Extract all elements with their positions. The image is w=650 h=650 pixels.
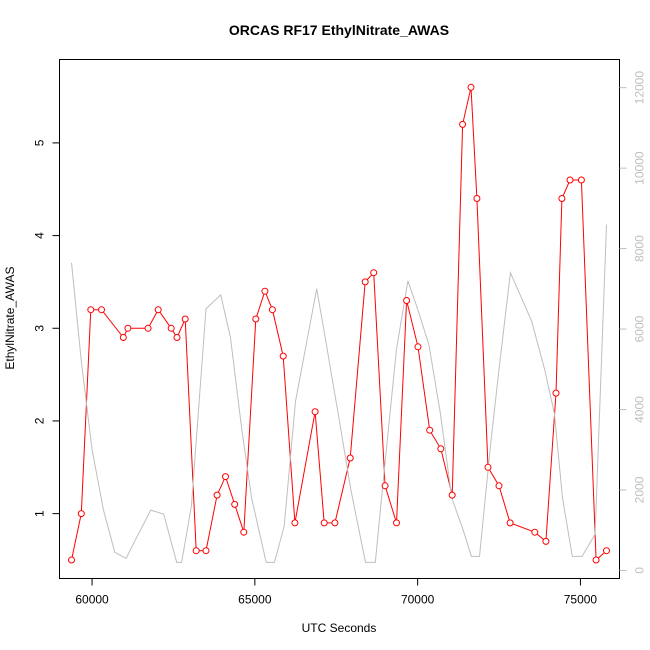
data-point <box>381 482 389 490</box>
data-point <box>119 334 127 341</box>
data-point <box>311 408 319 416</box>
data-point <box>552 389 560 397</box>
primary-series-line <box>71 87 607 562</box>
y2-tick-label: 10000 <box>633 151 647 185</box>
data-point <box>213 491 221 499</box>
data-point <box>531 528 539 536</box>
y2-tick-label: 0 <box>633 567 647 574</box>
x-axis: 60000 65000 70000 75000 <box>75 578 598 607</box>
data-point <box>403 297 411 304</box>
data-point <box>77 510 85 518</box>
data-point <box>459 120 467 128</box>
data-point <box>181 315 189 323</box>
data-point <box>68 556 75 564</box>
data-point <box>291 519 299 527</box>
data-point <box>124 324 132 332</box>
data-point <box>603 547 610 555</box>
data-point <box>437 445 445 453</box>
data-point <box>268 306 276 314</box>
data-point <box>279 352 287 360</box>
data-point <box>231 500 239 508</box>
x-tick-label: 65000 <box>238 593 272 607</box>
y-tick-label: 2 <box>33 417 47 424</box>
series-layer <box>68 83 610 564</box>
data-point <box>542 537 550 545</box>
data-point <box>448 491 456 499</box>
y2-tick-label: 2000 <box>633 476 647 503</box>
data-point <box>414 343 422 351</box>
x-tick-label: 70000 <box>401 593 435 607</box>
data-point <box>320 519 328 527</box>
y-tick-label: 1 <box>33 510 47 517</box>
x-tick-label: 60000 <box>75 593 109 607</box>
data-point <box>558 195 566 202</box>
data-point <box>222 473 229 481</box>
data-point <box>192 547 200 555</box>
chart-title: ORCAS RF17 EthylNitrate_AWAS <box>229 22 449 38</box>
data-point <box>154 306 162 314</box>
y-tick-label: 4 <box>33 232 47 239</box>
data-point <box>370 269 378 277</box>
data-point <box>393 519 400 527</box>
y2-tick-label: 6000 <box>633 315 647 342</box>
data-point <box>346 454 354 462</box>
data-point <box>506 519 514 527</box>
y-axis-label: EthylNitrate_AWAS <box>3 266 17 369</box>
y2-tick-label: 8000 <box>633 235 647 262</box>
y2-tick-label: 12000 <box>633 71 647 105</box>
data-point <box>473 195 481 202</box>
y-axis-right: 0 2000 4000 6000 8000 10000 12000 <box>619 71 647 574</box>
data-point <box>144 324 152 332</box>
data-point <box>331 519 339 527</box>
data-point <box>261 287 269 295</box>
data-point <box>467 83 475 91</box>
data-point <box>577 176 585 184</box>
data-point <box>566 176 574 184</box>
y-tick-label: 3 <box>33 325 47 332</box>
data-point <box>167 324 175 332</box>
data-point <box>495 482 503 490</box>
data-point <box>592 556 600 564</box>
y-tick-label: 5 <box>33 139 47 146</box>
y2-tick-label: 4000 <box>633 396 647 423</box>
x-axis-label: UTC Seconds <box>302 621 377 635</box>
plot-frame <box>59 59 620 579</box>
secondary-series-line <box>71 224 607 563</box>
data-point <box>484 463 492 471</box>
y-axis-left: 1 2 3 4 5 <box>33 139 60 517</box>
data-point <box>202 547 210 555</box>
data-point <box>252 315 260 323</box>
data-point <box>361 278 369 286</box>
x-tick-label: 75000 <box>564 593 598 607</box>
data-point <box>240 528 248 536</box>
data-point <box>426 426 434 434</box>
data-point <box>87 306 95 314</box>
data-point <box>173 334 181 341</box>
data-point <box>98 306 105 314</box>
